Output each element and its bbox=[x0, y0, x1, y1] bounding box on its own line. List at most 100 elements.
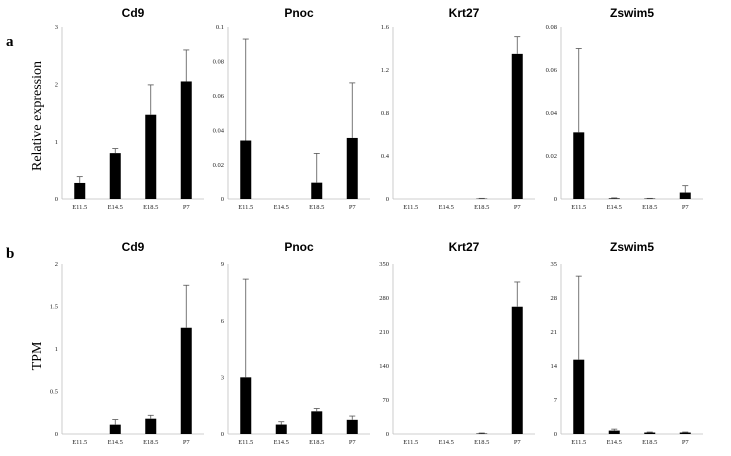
y-tick-label: 1 bbox=[55, 139, 58, 146]
y-tick-label: 2 bbox=[55, 82, 58, 89]
chart-panel-krt27-row1: Krt27 0 70 140 210 280 350 E11.5 E14.5 E18.5 P7 bbox=[379, 240, 535, 446]
row-a-ylabel: Relative expression bbox=[30, 61, 45, 171]
x-tick-label: E11.5 bbox=[72, 204, 87, 211]
y-tick-label: 0.08 bbox=[213, 59, 224, 66]
x-tick-label: E14.5 bbox=[607, 204, 622, 211]
y-tick-label: 70 bbox=[383, 397, 390, 404]
x-tick-label: E18.5 bbox=[642, 439, 657, 446]
y-tick-label: 0.04 bbox=[546, 110, 558, 117]
bar-p7 bbox=[679, 192, 691, 199]
chart-title: Pnoc bbox=[284, 6, 314, 20]
x-tick-label: E14.5 bbox=[274, 439, 289, 446]
chart-panel-cd9-row0: Cd9 0 1 2 3 E11.5 E14.5 E18.5 P7 bbox=[55, 6, 204, 211]
chart-title: Cd9 bbox=[122, 6, 145, 20]
bar-e11-5 bbox=[573, 359, 585, 434]
x-tick-label: E18.5 bbox=[309, 439, 324, 446]
x-tick-label: E14.5 bbox=[108, 204, 123, 211]
chart-panels: Cd9 0 1 2 3 E11.5 E14.5 E18.5 P7 Pnoc 0 0.02 0.04 0.0… bbox=[50, 6, 703, 446]
y-tick-label: 0 bbox=[554, 196, 557, 203]
bar-e14-5 bbox=[275, 424, 287, 434]
chart-title: Krt27 bbox=[449, 6, 480, 20]
x-tick-label: P7 bbox=[349, 439, 357, 446]
bar-p7 bbox=[346, 419, 358, 434]
bar-e11-5 bbox=[240, 140, 252, 199]
y-tick-label: 14 bbox=[551, 363, 558, 370]
chart-panel-cd9-row1: Cd9 0 0.5 1 1.5 2 E11.5 E14.5 E18.5 P7 bbox=[50, 240, 204, 446]
bar-e14-5 bbox=[109, 424, 121, 434]
row-b-letter: b bbox=[6, 246, 14, 262]
x-tick-label: E11.5 bbox=[403, 439, 418, 446]
row-labels: a b Relative expression TPM bbox=[6, 34, 45, 370]
x-tick-label: E14.5 bbox=[274, 204, 289, 211]
x-tick-label: E14.5 bbox=[607, 439, 622, 446]
y-tick-label: 210 bbox=[379, 329, 389, 336]
y-tick-label: 9 bbox=[221, 261, 224, 268]
y-tick-label: 0 bbox=[221, 196, 224, 203]
x-tick-label: E14.5 bbox=[439, 439, 454, 446]
x-tick-label: E18.5 bbox=[642, 204, 657, 211]
x-tick-label: P7 bbox=[183, 439, 191, 446]
y-tick-label: 0.4 bbox=[381, 153, 390, 160]
chart-panel-pnoc-row1: Pnoc 0 3 6 9 E11.5 E14.5 E18.5 P7 bbox=[221, 240, 370, 446]
x-tick-label: E11.5 bbox=[72, 439, 87, 446]
chart-panel-pnoc-row0: Pnoc 0 0.02 0.04 0.06 0.08 0.1 E11.5 E14.5 E18.5 P… bbox=[213, 6, 370, 211]
row-b-ylabel: TPM bbox=[30, 341, 45, 370]
x-tick-label: P7 bbox=[682, 204, 690, 211]
y-tick-label: 0 bbox=[221, 431, 224, 438]
y-tick-label: 0 bbox=[55, 431, 58, 438]
x-tick-label: E14.5 bbox=[439, 204, 454, 211]
y-tick-label: 1 bbox=[55, 346, 58, 353]
y-tick-label: 0 bbox=[386, 196, 389, 203]
x-tick-label: P7 bbox=[514, 439, 522, 446]
y-tick-label: 0.08 bbox=[546, 24, 557, 31]
chart-title: Pnoc bbox=[284, 240, 314, 254]
bar-e11-5 bbox=[573, 132, 585, 199]
bar-e18-5 bbox=[311, 182, 323, 199]
y-tick-label: 0 bbox=[55, 196, 58, 203]
x-tick-label: E14.5 bbox=[108, 439, 123, 446]
x-tick-label: E18.5 bbox=[143, 439, 158, 446]
bar-e18-5 bbox=[145, 418, 157, 434]
x-tick-label: E11.5 bbox=[571, 439, 586, 446]
y-tick-label: 35 bbox=[551, 261, 558, 268]
x-tick-label: E18.5 bbox=[474, 439, 489, 446]
y-tick-label: 0.8 bbox=[381, 110, 389, 117]
y-tick-label: 0.1 bbox=[216, 24, 224, 31]
chart-panel-zswim5-row1: Zswim5 0 7 14 21 28 35 E11.5 E14.5 E18.5 P7 bbox=[551, 240, 703, 446]
y-tick-label: 280 bbox=[379, 295, 389, 302]
y-tick-label: 0.06 bbox=[213, 93, 225, 100]
bar-p7 bbox=[679, 432, 691, 434]
y-tick-label: 0.04 bbox=[213, 127, 225, 134]
bar-e18-5 bbox=[311, 411, 323, 434]
bar-e11-5 bbox=[240, 377, 252, 434]
bar-p7 bbox=[346, 137, 358, 199]
y-tick-label: 0.06 bbox=[546, 67, 558, 74]
x-tick-label: P7 bbox=[183, 204, 191, 211]
y-tick-label: 0.02 bbox=[546, 153, 557, 160]
x-tick-label: E11.5 bbox=[238, 204, 253, 211]
y-tick-label: 0 bbox=[386, 431, 389, 438]
x-tick-label: E18.5 bbox=[309, 204, 324, 211]
x-tick-label: E18.5 bbox=[143, 204, 158, 211]
x-tick-label: E18.5 bbox=[474, 204, 489, 211]
y-tick-label: 0.5 bbox=[50, 389, 58, 396]
y-tick-label: 6 bbox=[221, 318, 225, 325]
x-tick-label: E11.5 bbox=[571, 204, 586, 211]
bar-p7 bbox=[511, 53, 523, 199]
bar-e14-5 bbox=[109, 153, 121, 199]
chart-title: Cd9 bbox=[122, 240, 145, 254]
y-tick-label: 350 bbox=[379, 261, 389, 268]
y-tick-label: 7 bbox=[554, 397, 558, 404]
bar-e18-5 bbox=[644, 432, 656, 434]
y-tick-label: 3 bbox=[55, 24, 58, 31]
y-tick-label: 140 bbox=[379, 363, 389, 370]
chart-title: Krt27 bbox=[449, 240, 480, 254]
y-tick-label: 1.6 bbox=[381, 24, 390, 31]
x-tick-label: P7 bbox=[682, 439, 690, 446]
bar-e11-5 bbox=[74, 182, 86, 199]
y-tick-label: 1.2 bbox=[381, 67, 389, 74]
bar-p7 bbox=[180, 81, 192, 199]
x-tick-label: E11.5 bbox=[238, 439, 253, 446]
bar-p7 bbox=[180, 327, 192, 434]
